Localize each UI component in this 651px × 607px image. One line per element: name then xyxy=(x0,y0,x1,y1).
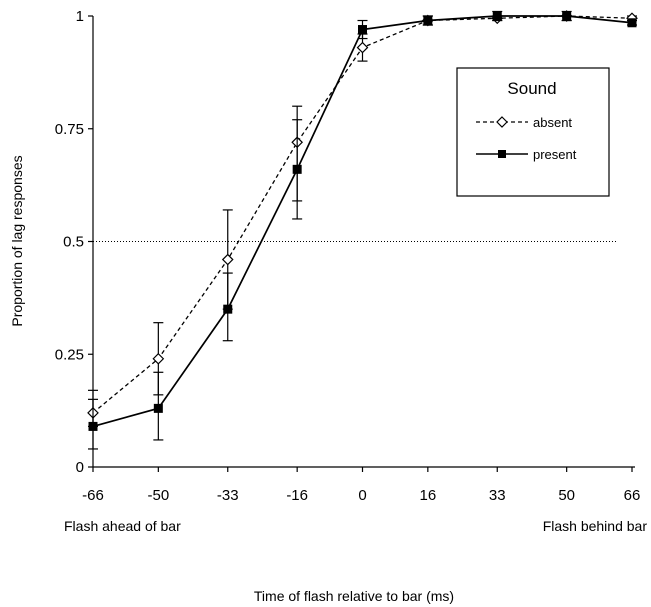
x-tick-label: 16 xyxy=(419,487,436,504)
x-tick-label: 33 xyxy=(489,487,506,504)
x-right-note: Flash behind bar xyxy=(543,518,648,534)
y-tick-label: 0 xyxy=(76,459,84,476)
legend-label-absent: absent xyxy=(533,115,572,130)
data-point-present xyxy=(423,16,432,25)
y-tick-label: 0.25 xyxy=(55,346,84,363)
x-tick-label: -16 xyxy=(286,487,308,504)
x-tick-label: -33 xyxy=(217,487,239,504)
y-axis-label: Proportion of lag responses xyxy=(9,155,25,326)
x-tick-label: 66 xyxy=(624,487,641,504)
data-point-present xyxy=(628,18,637,27)
x-tick-label: -66 xyxy=(82,487,104,504)
data-point-absent xyxy=(223,255,233,265)
x-tick-label: 50 xyxy=(558,487,575,504)
data-point-present xyxy=(293,165,302,174)
data-point-present xyxy=(89,422,98,431)
data-point-present xyxy=(562,12,571,21)
legend-label-present: present xyxy=(533,147,577,162)
data-point-present xyxy=(154,404,163,413)
data-point-absent xyxy=(358,43,368,53)
y-tick-label: 0.5 xyxy=(63,234,84,251)
x-tick-label: 0 xyxy=(358,487,366,504)
data-point-present xyxy=(358,25,367,34)
y-tick-label: 1 xyxy=(76,8,84,25)
data-point-present xyxy=(223,305,232,314)
x-tick-label: -50 xyxy=(147,487,169,504)
x-left-note: Flash ahead of bar xyxy=(64,518,181,534)
legend-marker-present xyxy=(498,150,506,158)
legend: Sound absent present xyxy=(457,68,609,196)
y-tick-label: 0.75 xyxy=(55,121,84,138)
data-point-present xyxy=(493,12,502,21)
legend-title: Sound xyxy=(507,79,556,98)
y-ticks: 0 0.25 0.5 0.75 1 xyxy=(55,8,93,476)
x-ticks: -66 -50 -33 -16 0 16 33 50 66 xyxy=(82,467,640,504)
x-axis-label: Time of flash relative to bar (ms) xyxy=(254,588,454,604)
